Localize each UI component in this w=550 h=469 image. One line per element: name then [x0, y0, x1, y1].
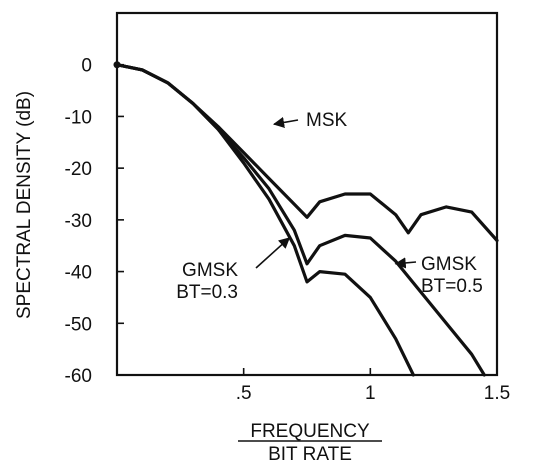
- annotation-label: GMSK BT=0.5: [421, 254, 483, 297]
- annotation-label: GMSK BT=0.3: [176, 260, 238, 303]
- annotation-label-line: BT=0.3: [176, 282, 238, 303]
- annotation-arrow: [255, 237, 291, 269]
- x-tick-label: .5: [236, 383, 252, 404]
- y-tick-label: -20: [65, 159, 92, 180]
- x-axis-label-denominator: BIT RATE: [268, 444, 352, 465]
- y-tick-label: -50: [65, 314, 92, 335]
- y-tick-label: -10: [65, 107, 92, 128]
- series-origin-point: [113, 61, 121, 69]
- series-line-msk: [115, 63, 499, 243]
- x-tick-label: 1: [365, 383, 376, 404]
- series-line-gmsk-bt-0-3: [115, 63, 415, 377]
- plot-frame: [115, 11, 499, 377]
- annotation-label-line: MSK: [306, 110, 348, 131]
- x-tick-label: 1.5: [484, 383, 510, 404]
- y-tick-label: -60: [65, 366, 92, 387]
- annotation-label: MSK: [306, 110, 348, 131]
- annotation-label-line: GMSK: [182, 260, 238, 281]
- annotation-label-line: GMSK: [421, 254, 477, 275]
- y-tick-label: -30: [65, 211, 92, 232]
- y-tick-label: 0: [81, 56, 92, 77]
- annotation-arrow: [394, 257, 417, 269]
- series-line-gmsk-bt-0-5: [115, 63, 486, 377]
- y-tick-label: -40: [65, 263, 92, 284]
- annotation-arrow: [272, 116, 299, 128]
- y-axis-label: SPECTRAL DENSITY (dB): [14, 91, 35, 319]
- x-axis-label-numerator: FREQUENCY: [250, 421, 370, 442]
- annotation-label-line: BT=0.5: [421, 276, 483, 297]
